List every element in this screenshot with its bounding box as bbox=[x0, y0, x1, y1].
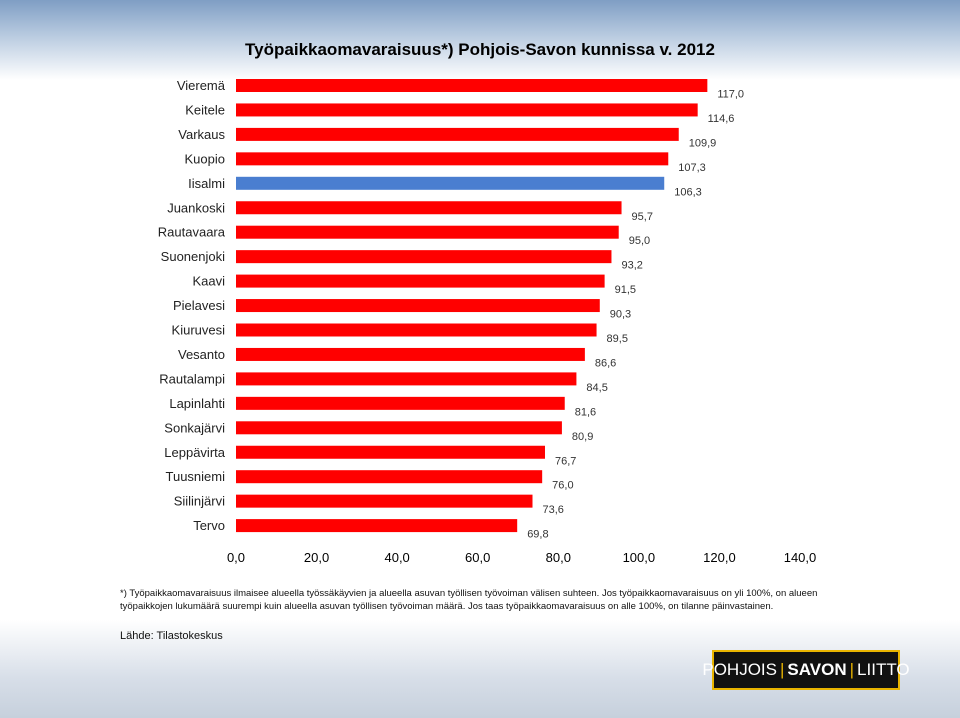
value-label: 81,6 bbox=[575, 406, 596, 418]
value-label: 89,5 bbox=[607, 333, 628, 345]
bar bbox=[236, 274, 605, 288]
value-label: 69,8 bbox=[527, 529, 548, 541]
x-tick-label: 0,0 bbox=[227, 550, 245, 565]
x-tick-label: 140,0 bbox=[784, 550, 817, 565]
bar bbox=[236, 225, 619, 239]
value-label: 109,9 bbox=[689, 137, 717, 149]
bar bbox=[236, 421, 562, 435]
source-label: Lähde: Tilastokeskus bbox=[120, 630, 223, 642]
value-label: 114,6 bbox=[708, 113, 735, 125]
category-label: Iisalmi bbox=[188, 176, 225, 191]
value-label: 95,0 bbox=[629, 235, 650, 247]
category-label: Tervo bbox=[193, 518, 225, 533]
logo-divider: | bbox=[780, 660, 785, 679]
bar bbox=[236, 152, 669, 166]
bar bbox=[236, 127, 679, 141]
bar bbox=[236, 470, 543, 484]
value-label: 106,3 bbox=[674, 186, 702, 198]
category-label: Suonenjoki bbox=[161, 249, 225, 264]
category-label: Rautalampi bbox=[159, 371, 225, 386]
bar bbox=[236, 396, 565, 410]
bar bbox=[236, 372, 577, 386]
category-label: Kiuruvesi bbox=[172, 323, 226, 338]
bar bbox=[236, 201, 622, 215]
chart-title: Työpaikkaomavaraisuus*) Pohjois-Savon ku… bbox=[245, 40, 715, 59]
header-background bbox=[0, 0, 960, 80]
bar bbox=[236, 176, 665, 190]
category-label: Kaavi bbox=[192, 274, 225, 289]
value-label: 73,6 bbox=[543, 504, 564, 516]
bar bbox=[236, 250, 612, 264]
logo-divider-2: | bbox=[849, 660, 855, 679]
x-tick-label: 100,0 bbox=[623, 550, 656, 565]
category-label: Sonkajärvi bbox=[164, 420, 225, 435]
value-label: 76,7 bbox=[555, 455, 576, 467]
value-label: 76,0 bbox=[552, 480, 573, 492]
category-label: Juankoski bbox=[167, 200, 225, 215]
value-label: 107,3 bbox=[678, 162, 706, 174]
bar bbox=[236, 494, 533, 508]
x-tick-label: 20,0 bbox=[304, 550, 329, 565]
category-label: Keitele bbox=[185, 102, 225, 117]
bar bbox=[236, 79, 708, 92]
bar bbox=[236, 103, 698, 117]
category-label: Tuusniemi bbox=[166, 469, 226, 484]
category-label: Lapinlahti bbox=[169, 396, 225, 411]
x-tick-label: 80,0 bbox=[546, 550, 571, 565]
category-label: Rautavaara bbox=[158, 225, 226, 240]
category-label: Kuopio bbox=[185, 151, 225, 166]
bar bbox=[236, 299, 600, 313]
bar bbox=[236, 519, 518, 533]
pohjois-savon-liitto-logo: POHJOIS | SAVON | LIITTO bbox=[702, 650, 910, 690]
x-tick-label: 40,0 bbox=[384, 550, 409, 565]
value-label: 117,0 bbox=[717, 89, 744, 101]
category-label: Varkaus bbox=[178, 127, 225, 142]
category-label: Leppävirta bbox=[164, 445, 225, 460]
bar bbox=[236, 323, 597, 337]
footnote: *) Työpaikkaomavaraisuus ilmaisee alueel… bbox=[120, 588, 818, 612]
x-tick-label: 60,0 bbox=[465, 550, 490, 565]
value-label: 80,9 bbox=[572, 431, 593, 443]
category-label: Vieremä bbox=[177, 78, 226, 93]
category-label: Pielavesi bbox=[173, 298, 225, 313]
value-label: 90,3 bbox=[610, 309, 631, 321]
category-label: Siilinjärvi bbox=[174, 494, 225, 509]
logo-text-savon: SAVON bbox=[787, 660, 847, 679]
logo-text-pohjois: POHJOIS bbox=[702, 660, 777, 679]
value-label: 86,6 bbox=[595, 357, 616, 369]
value-label: 91,5 bbox=[615, 284, 636, 296]
value-label: 93,2 bbox=[621, 260, 642, 272]
bar bbox=[236, 347, 585, 361]
category-label: Vesanto bbox=[178, 347, 225, 362]
bar bbox=[236, 445, 545, 459]
logo-text-liitto: LIITTO bbox=[857, 660, 910, 679]
value-label: 84,5 bbox=[586, 382, 607, 394]
bar-chart: Vieremä 117,0 Keitele 114,6 Varkaus 109,9 Kuop… bbox=[158, 78, 817, 565]
value-label: 95,7 bbox=[632, 211, 653, 223]
x-tick-label: 120,0 bbox=[703, 550, 736, 565]
